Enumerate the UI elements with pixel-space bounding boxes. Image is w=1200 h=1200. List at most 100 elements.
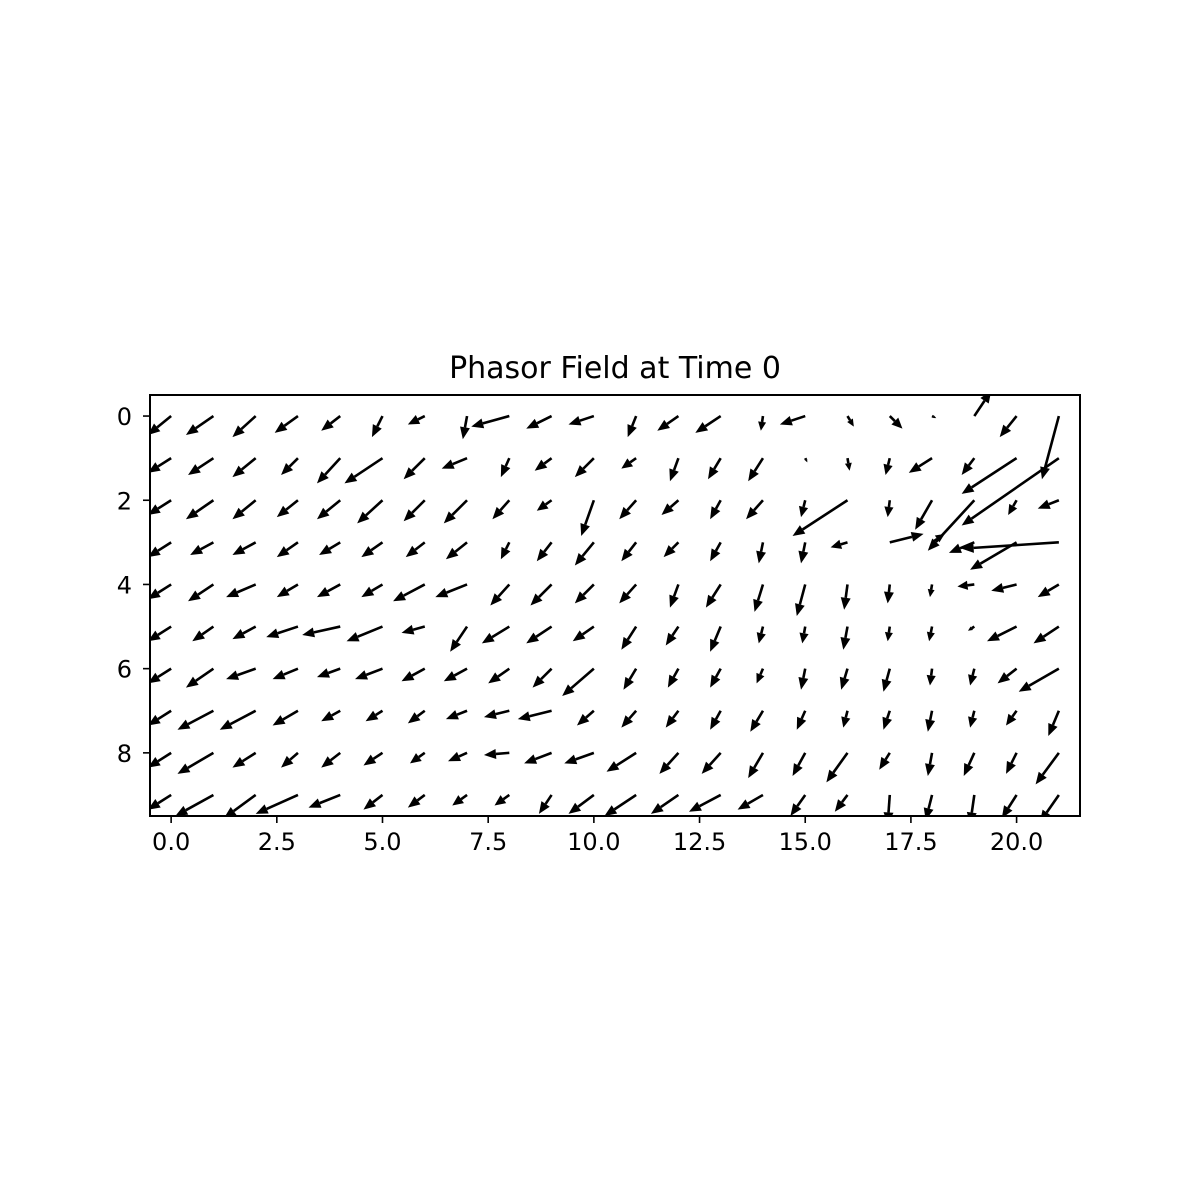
quiver-arrow bbox=[488, 667, 511, 684]
x-tick-label: 20.0 bbox=[990, 828, 1043, 856]
quiver-arrow bbox=[574, 541, 595, 566]
quiver-arrow bbox=[961, 457, 976, 475]
quiver-arrow bbox=[795, 584, 807, 617]
quiver-arrow bbox=[471, 414, 510, 429]
quiver-arrow bbox=[150, 667, 172, 684]
quiver-arrow bbox=[968, 668, 978, 686]
arrow-layer bbox=[150, 395, 1061, 816]
quiver-arrow bbox=[344, 457, 384, 484]
quiver-arrow bbox=[997, 667, 1018, 684]
quiver-arrow bbox=[661, 499, 680, 515]
quiver-arrow bbox=[316, 583, 341, 598]
quiver-arrow bbox=[619, 583, 638, 604]
quiver-arrow bbox=[923, 794, 934, 816]
quiver-arrow bbox=[441, 456, 468, 469]
quiver-arrow bbox=[481, 625, 510, 644]
quiver-arrow bbox=[1033, 625, 1060, 644]
quiver-arrow bbox=[796, 710, 807, 730]
quiver-arrow bbox=[517, 709, 552, 722]
quiver-arrow bbox=[841, 710, 851, 728]
quiver-arrow bbox=[407, 709, 426, 724]
quiver-arrow bbox=[568, 414, 595, 426]
quiver-arrow bbox=[538, 794, 553, 814]
quiver-arrow bbox=[753, 584, 765, 612]
quiver-arrow bbox=[665, 625, 680, 646]
quiver-arrow bbox=[316, 667, 341, 678]
quiver-arrow bbox=[409, 751, 426, 764]
quiver-arrow bbox=[961, 541, 1059, 553]
quiver-arrow bbox=[606, 751, 637, 772]
quiver-arrow bbox=[321, 751, 342, 768]
quiver-arrow bbox=[746, 499, 764, 520]
quiver-arrow bbox=[779, 414, 806, 426]
x-tick-label: 2.5 bbox=[258, 828, 296, 856]
quiver-arrow bbox=[623, 667, 638, 690]
quiver-arrow bbox=[500, 457, 511, 478]
quiver-arrow bbox=[1035, 752, 1060, 785]
quiver-arrow bbox=[948, 541, 975, 553]
quiver-arrow bbox=[150, 499, 172, 515]
quiver-arrow bbox=[884, 500, 894, 518]
quiver-arrow bbox=[319, 541, 341, 555]
quiver-arrow bbox=[659, 751, 680, 774]
quiver-arrow bbox=[931, 533, 945, 544]
quiver-arrow bbox=[266, 625, 299, 639]
quiver-arrow bbox=[621, 457, 637, 469]
quiver-arrow bbox=[826, 752, 849, 783]
quiver-arrow bbox=[192, 625, 215, 642]
quiver-arrow bbox=[792, 752, 807, 777]
quiver-arrow bbox=[973, 395, 991, 417]
quiver-arrow bbox=[564, 751, 595, 765]
quiver-arrow bbox=[619, 499, 638, 520]
quiver-arrow bbox=[232, 457, 257, 478]
quiver-arrow bbox=[758, 415, 767, 431]
quiver-arrow bbox=[219, 709, 257, 730]
x-tick-label: 5.0 bbox=[363, 828, 401, 856]
quiver-arrow bbox=[150, 415, 172, 435]
quiver-arrow bbox=[650, 793, 680, 814]
quiver-arrow bbox=[401, 667, 426, 682]
quiver-arrow bbox=[881, 668, 892, 692]
quiver-arrow bbox=[274, 414, 299, 433]
quiver-arrow bbox=[226, 667, 257, 680]
quiver-arrow bbox=[790, 794, 807, 816]
quiver-arrow bbox=[407, 414, 426, 425]
quiver-arrow bbox=[232, 415, 257, 438]
quiver-arrow bbox=[1037, 583, 1060, 598]
quiver-arrow bbox=[748, 752, 765, 779]
quiver-arrow bbox=[804, 457, 808, 463]
quiver-arrow bbox=[846, 415, 854, 427]
quiver-arrow bbox=[621, 541, 638, 562]
quiver-arrow bbox=[967, 625, 976, 631]
quiver-arrow bbox=[448, 751, 468, 762]
quiver-arrow bbox=[968, 710, 978, 728]
quiver-arrow bbox=[961, 457, 1018, 494]
quiver-arrow bbox=[150, 457, 172, 473]
quiver-arrow bbox=[452, 793, 468, 806]
quiver-arrow bbox=[460, 415, 470, 440]
quiver-arrow bbox=[991, 583, 1017, 593]
quiver-arrow bbox=[1006, 709, 1018, 726]
quiver-arrow bbox=[276, 541, 299, 558]
quiver-arrow bbox=[657, 414, 680, 431]
quiver-arrow bbox=[839, 668, 850, 690]
quiver-arrow bbox=[393, 583, 426, 602]
quiver-arrow bbox=[879, 752, 891, 770]
quiver-arrow bbox=[710, 541, 722, 562]
quiver-arrow bbox=[185, 499, 215, 520]
quiver-arrow bbox=[574, 457, 595, 478]
quiver-arrow bbox=[883, 584, 894, 604]
quiver-arrow bbox=[316, 499, 342, 520]
quiver-arrow bbox=[226, 583, 257, 598]
quiver-arrow bbox=[621, 709, 638, 728]
quiver-arrow bbox=[401, 624, 426, 635]
quiver-arrow bbox=[185, 667, 215, 688]
quiver-arrow bbox=[798, 499, 809, 518]
quiver-arrow bbox=[232, 625, 257, 640]
quiver-arrow bbox=[190, 541, 215, 555]
quiver-arrow bbox=[150, 751, 172, 768]
quiver-arrow bbox=[1002, 794, 1018, 816]
quiver-arrow bbox=[403, 499, 426, 522]
quiver-arrow bbox=[177, 709, 215, 730]
y-tick-label: 6 bbox=[117, 656, 132, 684]
